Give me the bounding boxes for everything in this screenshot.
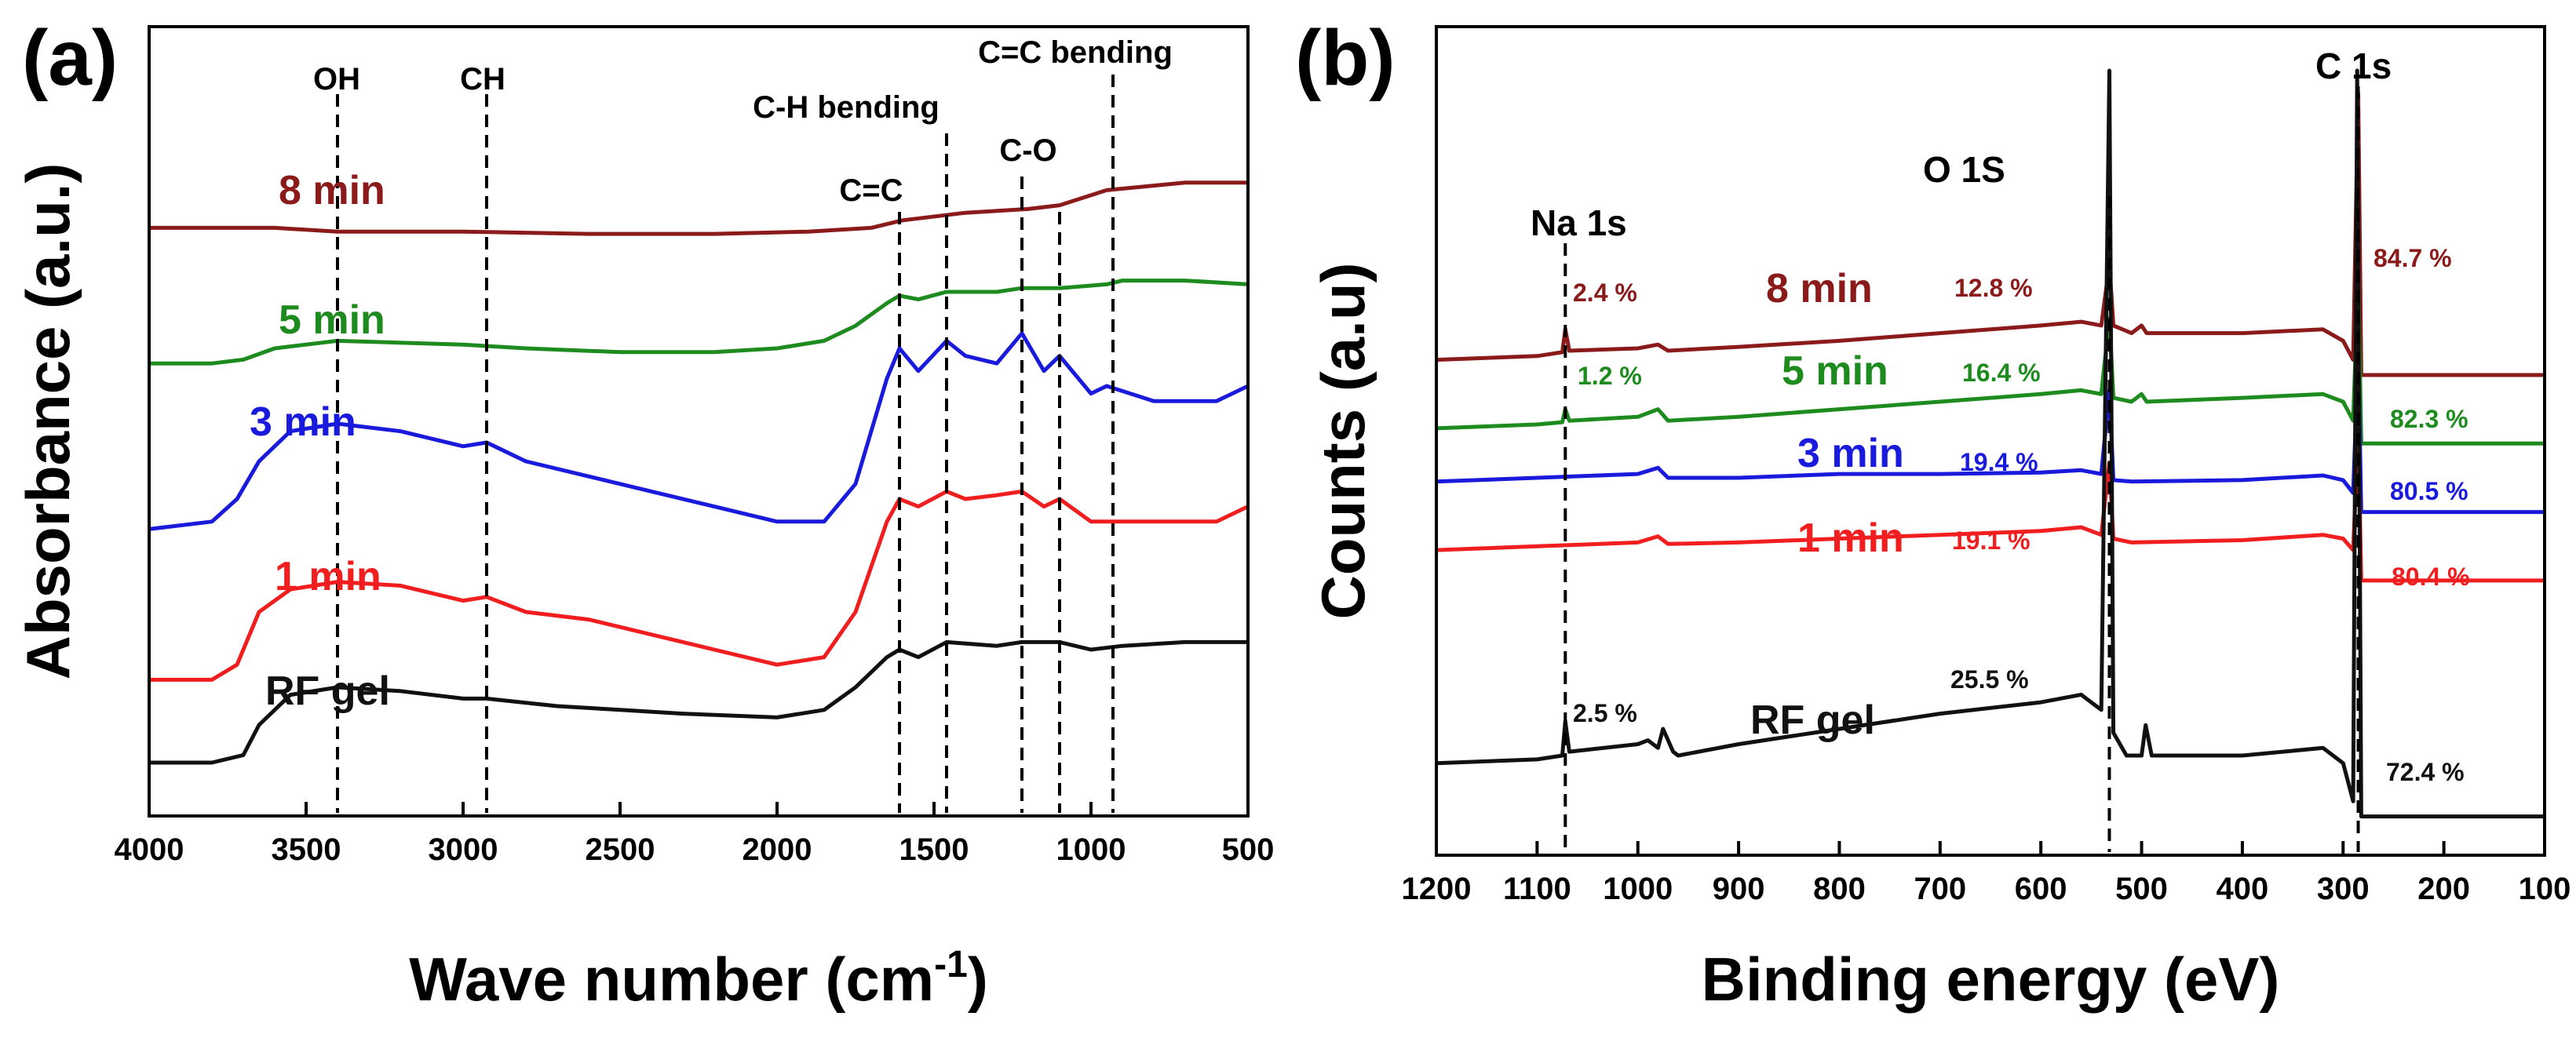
x-tick-label-b-600: 600 <box>2015 872 2067 906</box>
pct-3min-c: 80.5 % <box>2390 477 2468 505</box>
panel-a-ftir-chart: 4000 3500 3000 2500 2000 1500 1000 500 OH CH C=… <box>13 25 1275 1014</box>
panel-b-x-ticks: 1200 1100 1000 900 800 700 600 500 400 300 200 100 <box>1402 841 2571 906</box>
band-label-cc: C=C <box>839 173 903 208</box>
pct-8min-o: 12.8 % <box>1954 274 2033 302</box>
panel-b-series-group <box>1436 68 2545 819</box>
series-label-a-5min: 5 min <box>279 297 385 343</box>
x-tick-label-b-900: 900 <box>1713 872 1765 906</box>
series-label-b-8min: 8 min <box>1766 266 1873 311</box>
x-tick-label-a-1500: 1500 <box>899 832 969 867</box>
series-line-a-rf-gel <box>149 639 1248 765</box>
panel-a-band-markers <box>336 75 1115 813</box>
series-line-a-1-min <box>149 489 1250 682</box>
pct-rfgel-c: 72.4 % <box>2386 758 2465 786</box>
series-label-b-5min: 5 min <box>1782 348 1888 394</box>
panel-b-y-axis-title: Counts (a.u) <box>1308 263 1377 620</box>
band-label-cc-bending: C=C bending <box>978 35 1173 70</box>
series-line-b-rf-gel <box>1436 68 2545 819</box>
series-label-a-3min: 3 min <box>250 399 356 445</box>
x-tick-label-a-500: 500 <box>1222 832 1275 867</box>
x-tick-label-b-1000: 1000 <box>1603 872 1673 906</box>
panel-b-plot-frame <box>1435 25 2546 857</box>
panel-a-x-axis-title-sup: -1 <box>934 944 968 985</box>
series-label-a-rfgel: RF gel <box>265 668 390 714</box>
x-tick-label-a-3500: 3500 <box>272 832 341 867</box>
pct-1min-o: 19.1 % <box>1952 526 2031 555</box>
series-label-a-8min: 8 min <box>279 168 385 213</box>
x-tick-label-b-400: 400 <box>2217 872 2269 906</box>
pct-5min-c: 82.3 % <box>2390 405 2468 433</box>
pct-8min-na: 2.4 % <box>1573 279 1637 307</box>
band-label-ch-bending: C-H bending <box>753 90 940 125</box>
panel-a-x-axis-title: Wave number (cm-1) <box>409 944 988 1014</box>
x-tick-label-a-2000: 2000 <box>743 832 812 867</box>
x-tick-label-b-500: 500 <box>2115 872 2168 906</box>
pct-1min-c: 80.4 % <box>2392 563 2470 591</box>
peak-label-o1s: O 1S <box>1923 149 2005 190</box>
pct-3min-o: 19.4 % <box>1960 448 2038 476</box>
series-label-a-1min: 1 min <box>275 554 381 599</box>
panel-a-x-axis-title-end: ) <box>968 945 988 1014</box>
band-label-ch: CH <box>460 62 505 97</box>
x-tick-label-b-100: 100 <box>2519 872 2571 906</box>
series-label-b-3min: 3 min <box>1797 431 1904 476</box>
panel-a-y-axis-title: Absorbance (a.u.) <box>13 163 82 680</box>
x-tick-label-b-200: 200 <box>2417 872 2470 906</box>
panel-b-xps-chart: 1200 1100 1000 900 800 700 600 500 400 300 200 100 … <box>1308 25 2571 1014</box>
series-line-a-5-min <box>149 279 1249 366</box>
band-label-co: C-O <box>999 133 1056 168</box>
x-tick-label-a-3000: 3000 <box>429 832 498 867</box>
x-tick-label-b-1200: 1200 <box>1402 872 1472 906</box>
panel-a-label: (a) <box>22 14 118 102</box>
series-label-b-1min: 1 min <box>1797 515 1904 561</box>
series-line-b-8-min <box>1436 91 2545 377</box>
series-line-a-8-min <box>149 180 1248 236</box>
pct-rfgel-o: 25.5 % <box>1950 665 2029 694</box>
pct-8min-c: 84.7 % <box>2373 244 2452 272</box>
panel-b-label: (b) <box>1295 14 1396 102</box>
pct-5min-o: 16.4 % <box>1962 359 2041 387</box>
x-tick-label-b-300: 300 <box>2317 872 2370 906</box>
series-line-a-3-min <box>148 331 1250 531</box>
x-tick-label-b-800: 800 <box>1813 872 1866 906</box>
panel-a-x-axis-title-main: Wave number (cm <box>409 945 934 1014</box>
x-tick-label-b-700: 700 <box>1914 872 1966 906</box>
band-label-oh: OH <box>313 62 360 97</box>
series-label-b-rfgel: RF gel <box>1750 697 1875 743</box>
panel-b-x-axis-title: Binding energy (eV) <box>1702 945 2280 1014</box>
pct-rfgel-na: 2.5 % <box>1573 699 1637 727</box>
x-tick-label-a-2500: 2500 <box>586 832 655 867</box>
x-tick-label-a-1000: 1000 <box>1056 832 1126 867</box>
panel-b-peak-markers <box>1563 86 2360 852</box>
panel-a-series-group <box>148 180 1250 765</box>
peak-label-c1s: C 1s <box>2315 46 2392 86</box>
panel-a-plot-frame <box>148 25 1250 818</box>
x-tick-label-a-4000: 4000 <box>115 832 184 867</box>
x-tick-label-b-1100: 1100 <box>1503 872 1571 906</box>
series-line-b-5-min <box>1436 274 2545 446</box>
peak-label-na1s: Na 1s <box>1531 202 1627 243</box>
panel-a-x-ticks: 4000 3500 3000 2500 2000 1500 1000 500 <box>115 802 1275 867</box>
pct-5min-na: 1.2 % <box>1578 362 1642 390</box>
